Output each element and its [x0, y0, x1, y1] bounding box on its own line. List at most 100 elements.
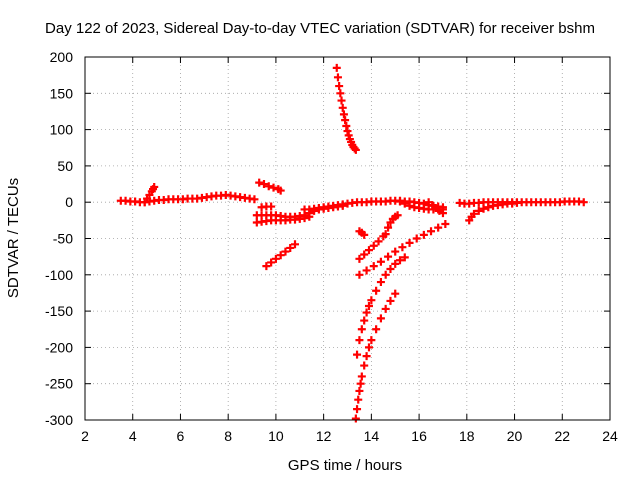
- data-point: [376, 278, 385, 287]
- data-point: [355, 254, 364, 263]
- data-point: [400, 253, 409, 262]
- data-point: [376, 314, 385, 323]
- data-point: [276, 186, 285, 195]
- x-tick-label: 2: [81, 428, 89, 444]
- data-point: [355, 270, 364, 279]
- data-points: [116, 63, 588, 423]
- data-point: [267, 202, 276, 211]
- data-point: [350, 144, 359, 153]
- y-tick-label: 200: [50, 49, 74, 65]
- data-point: [384, 252, 393, 261]
- data-point: [267, 258, 276, 267]
- data-point: [338, 103, 347, 112]
- data-point: [271, 254, 280, 263]
- data-point: [264, 182, 273, 191]
- data-point: [479, 204, 488, 213]
- data-point: [369, 262, 378, 271]
- data-point: [374, 237, 383, 246]
- y-tick-label: 0: [65, 194, 73, 210]
- data-point: [396, 197, 404, 206]
- data-point: [305, 212, 314, 221]
- y-tick-label: -300: [45, 412, 73, 428]
- data-point: [353, 405, 362, 414]
- data-point: [360, 250, 369, 259]
- data-point: [360, 230, 369, 239]
- data-point: [367, 336, 376, 345]
- data-point: [438, 209, 447, 218]
- data-point: [262, 262, 271, 271]
- data-point: [355, 386, 364, 395]
- data-point: [259, 180, 268, 189]
- data-point: [364, 246, 373, 255]
- data-point: [372, 286, 381, 295]
- data-point: [362, 308, 371, 317]
- data-point: [381, 270, 390, 279]
- data-point: [391, 247, 400, 256]
- x-tick-label: 12: [316, 428, 332, 444]
- data-point: [343, 127, 352, 136]
- data-point: [398, 243, 407, 252]
- plot-frame: [84, 56, 611, 421]
- data-point: [353, 350, 362, 359]
- y-tick-label: -100: [45, 267, 73, 283]
- data-point: [335, 82, 344, 91]
- x-tick-label: 16: [411, 428, 427, 444]
- data-point: [400, 199, 409, 208]
- x-tick-label: 20: [507, 428, 523, 444]
- data-point: [355, 336, 364, 345]
- data-point: [276, 251, 285, 260]
- data-point: [351, 414, 360, 423]
- data-point: [434, 223, 443, 232]
- data-point: [286, 243, 295, 252]
- data-point: [386, 264, 395, 273]
- data-point: [405, 238, 414, 247]
- y-tick-label: -250: [45, 376, 73, 392]
- x-tick-label: 6: [177, 428, 185, 444]
- data-point: [269, 183, 278, 192]
- data-point: [300, 214, 309, 223]
- y-tick-label: 50: [57, 158, 73, 174]
- y-tick-label: -200: [45, 339, 73, 355]
- data-point: [405, 201, 414, 210]
- data-point: [291, 240, 299, 249]
- data-point: [364, 302, 373, 311]
- data-point: [341, 116, 350, 125]
- data-point: [412, 234, 421, 243]
- data-point: [332, 63, 341, 72]
- data-point: [372, 325, 381, 334]
- data-point: [419, 230, 428, 239]
- chart-title: Day 122 of 2023, Sidereal Day-to-day VTE…: [45, 20, 595, 37]
- data-point: [250, 195, 259, 204]
- data-point: [386, 296, 395, 305]
- data-point: [376, 257, 385, 266]
- data-point: [381, 230, 390, 239]
- data-point: [281, 247, 290, 256]
- x-tick-label: 10: [268, 428, 284, 444]
- data-point: [342, 121, 351, 130]
- data-point: [579, 198, 588, 207]
- data-point: [351, 145, 360, 154]
- data-point: [357, 372, 366, 381]
- data-point: [469, 209, 478, 218]
- data-point: [356, 379, 365, 388]
- data-point: [381, 304, 390, 313]
- data-point: [337, 96, 346, 105]
- x-tick-label: 18: [459, 428, 475, 444]
- data-point: [333, 73, 342, 82]
- data-point: [384, 223, 393, 232]
- x-tick-label: 22: [554, 428, 570, 444]
- data-point: [391, 289, 400, 298]
- y-tick-label: -150: [45, 303, 73, 319]
- data-point: [150, 182, 159, 191]
- data-point: [362, 266, 371, 275]
- x-tick-label: 4: [129, 428, 137, 444]
- data-point: [360, 316, 369, 325]
- data-point: [396, 256, 404, 265]
- data-point: [357, 325, 366, 334]
- x-tick-label: 8: [224, 428, 232, 444]
- data-point: [474, 206, 483, 215]
- data-point: [367, 296, 376, 305]
- x-tick-label: 14: [364, 428, 380, 444]
- data-point: [441, 219, 450, 228]
